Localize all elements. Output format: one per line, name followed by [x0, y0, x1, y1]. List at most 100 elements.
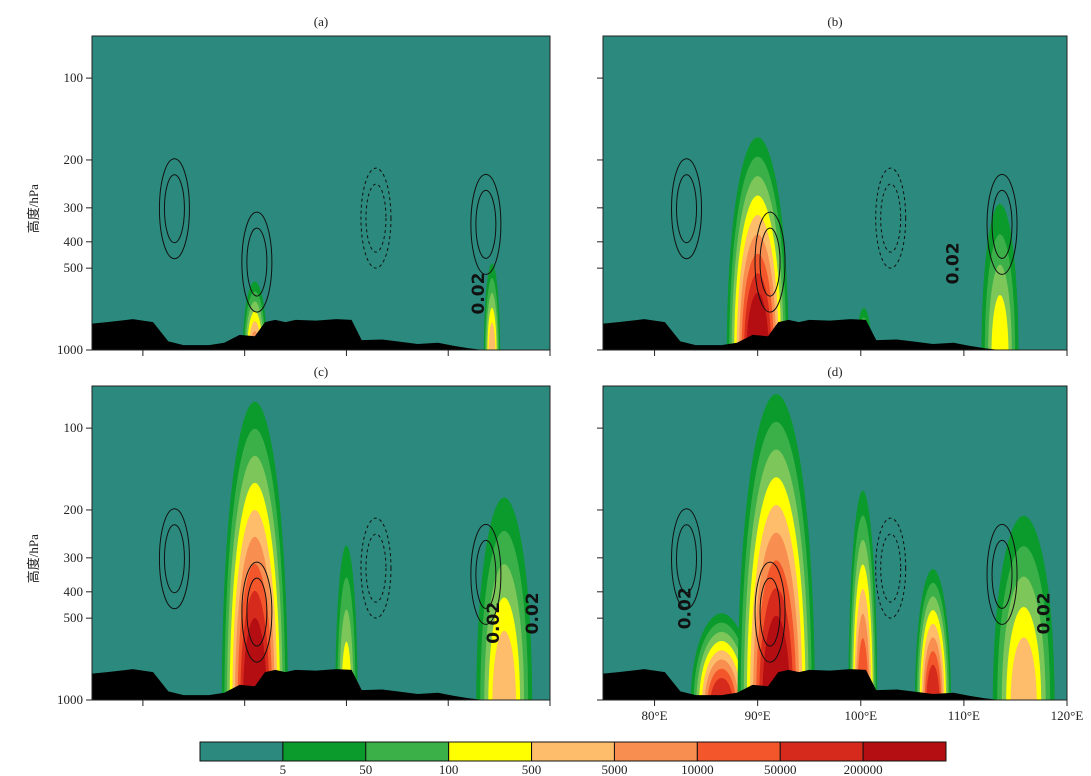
plume-level-5: [492, 630, 516, 700]
contour-lines: [671, 158, 1018, 313]
y-tick-label: 300: [64, 200, 84, 215]
panel-title: (c): [314, 364, 328, 379]
contour: [880, 183, 902, 253]
terrain: [603, 669, 1000, 700]
plot-area: [603, 386, 1067, 700]
contour: [470, 173, 502, 275]
panel-title: (a): [314, 14, 328, 29]
plume-4: [914, 569, 951, 700]
plume-2: [737, 394, 815, 700]
contour-label: 0.02: [484, 602, 504, 644]
y-tick-label: 400: [64, 584, 84, 599]
contour-label: 0.02: [1034, 592, 1054, 634]
panel-frame: [91, 35, 551, 351]
contour-lines: [158, 158, 502, 313]
colorbar-box: [199, 741, 284, 762]
colorbar-box: [613, 741, 698, 762]
panel-title: (d): [827, 364, 842, 379]
contour: [470, 523, 502, 625]
colorbar-box: [282, 741, 367, 762]
contour: [875, 517, 907, 619]
contour: [158, 158, 190, 260]
contour: [163, 174, 185, 244]
contour-label: 0.02: [469, 273, 489, 315]
contour: [991, 189, 1013, 259]
contour: [986, 173, 1018, 275]
contour: [676, 524, 698, 594]
contour: [986, 523, 1018, 625]
contour-label: 0.02: [676, 587, 696, 629]
y-tick-label: 500: [64, 610, 84, 625]
panel-frame: [602, 35, 1068, 351]
colorbar-box: [531, 741, 615, 762]
y-axis-label: 高度/hPa: [26, 184, 41, 233]
plume-2: [483, 263, 501, 350]
y-tick-label: 200: [64, 502, 84, 517]
panel-4: 0.02 0.02 (d) 80°E 90°E 100°E 110°E 120°E: [597, 364, 1083, 723]
x-tick-label: 90°E: [745, 708, 771, 723]
contour: [246, 227, 268, 297]
plume-level-5: [1010, 637, 1037, 700]
y-tick-label: 1000: [57, 692, 83, 707]
panel-frame: [91, 385, 551, 701]
contour: [365, 183, 387, 253]
terrain: [603, 319, 1000, 350]
x-tick-label: 110°E: [948, 708, 980, 723]
contour: [360, 167, 392, 269]
contour: [759, 577, 781, 647]
contour: [246, 577, 268, 647]
contour: [241, 561, 273, 663]
contour: [241, 211, 273, 313]
panel-3: 0.02 0.02 (c) 100 200 300 400 500 1000: [57, 364, 551, 707]
colorbar-label: 100: [439, 762, 459, 776]
terrain: [92, 319, 484, 350]
y-tick-label: 400: [64, 234, 84, 249]
y-tick-label: 500: [64, 260, 84, 275]
contour: [360, 517, 392, 619]
contour: [158, 508, 190, 610]
contour: [754, 211, 786, 313]
plot-background: [603, 386, 1067, 700]
x-tick-label: 80°E: [641, 708, 667, 723]
contour: [163, 524, 185, 594]
colorbar-label: 500: [522, 762, 542, 776]
contour: [991, 539, 1013, 609]
y-tick-label: 300: [64, 550, 84, 565]
plot-background: [92, 386, 550, 700]
contour: [671, 158, 703, 260]
plot-area: [92, 36, 550, 350]
contour: [754, 561, 786, 663]
contour: [676, 174, 698, 244]
y-axis-labels: 高度/hPa 高度/hPa: [26, 184, 41, 583]
colorbar-box: [696, 741, 781, 762]
colorbar-box: [862, 741, 947, 762]
y-tick-label: 1000: [57, 342, 83, 357]
plume-5: [992, 515, 1055, 700]
contour: [365, 533, 387, 603]
terrain: [92, 669, 484, 700]
y-tick-label: 200: [64, 152, 84, 167]
plume-level-8: [926, 664, 940, 700]
panel-title: (b): [827, 14, 842, 29]
colorbar-label: 200000: [844, 762, 883, 776]
contour-label: 0.02: [523, 592, 543, 634]
plot-area: [603, 36, 1067, 350]
plot-background: [92, 36, 550, 350]
plume-1: [690, 613, 753, 700]
colorbar-label: 10000: [681, 762, 714, 776]
contour-lines: [671, 508, 1018, 663]
contour-label: 0.02: [944, 242, 964, 284]
plume-3: [476, 497, 533, 700]
contour: [671, 508, 703, 610]
panel-2: 0.02 (b): [597, 14, 1068, 356]
contour: [759, 227, 781, 297]
contour: [875, 167, 907, 269]
x-tick-label: 120°E: [1051, 708, 1084, 723]
plume-level-5: [488, 322, 496, 350]
contour: [880, 533, 902, 603]
y-tick-label: 100: [64, 70, 84, 85]
plume-1: [221, 401, 288, 700]
plot-area: [92, 386, 550, 700]
